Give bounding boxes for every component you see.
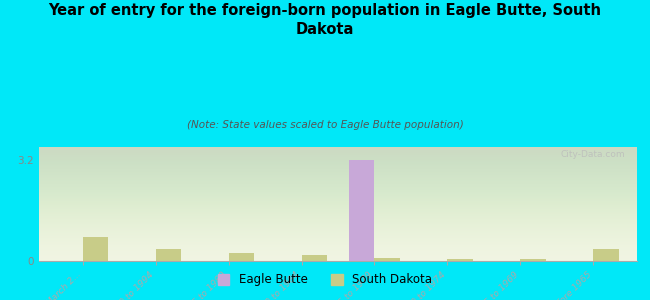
Bar [447,259,473,261]
Bar [374,258,400,261]
Legend: Eagle Butte, South Dakota: Eagle Butte, South Dakota [213,269,437,291]
Bar [349,160,374,261]
Bar [593,249,619,261]
Bar [229,253,254,261]
Text: (Note: State values scaled to Eagle Butte population): (Note: State values scaled to Eagle Butt… [187,120,463,130]
Text: City-Data.com: City-Data.com [560,150,625,159]
Text: Year of entry for the foreign-born population in Eagle Butte, South
Dakota: Year of entry for the foreign-born popul… [49,3,601,37]
Bar [83,237,109,261]
Bar [520,259,546,261]
Bar [156,249,181,261]
Bar [302,255,327,261]
